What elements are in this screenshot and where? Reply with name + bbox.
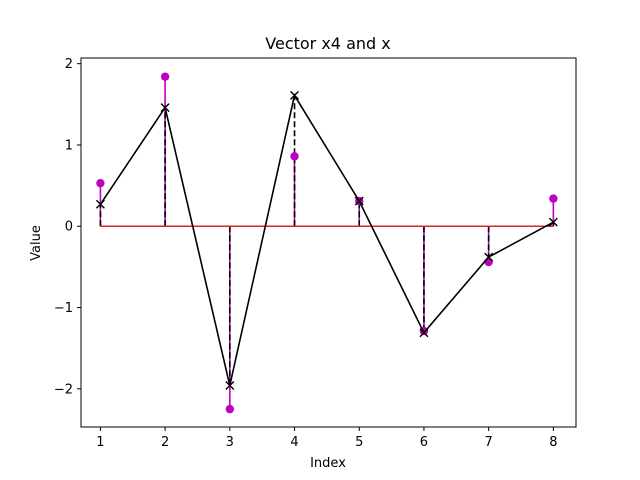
x-tick-label: 7 xyxy=(485,435,493,450)
y-tick-label: 2 xyxy=(65,57,73,72)
x-tick-label: 5 xyxy=(355,435,363,450)
marker-x xyxy=(225,404,235,414)
marker-x4 xyxy=(354,196,364,206)
axes-frame xyxy=(80,57,577,428)
x-tick-label: 4 xyxy=(290,435,298,450)
x-tick-label: 8 xyxy=(549,435,557,450)
marker-x4 xyxy=(484,252,494,262)
x-tick-label: 2 xyxy=(161,435,169,450)
marker-x xyxy=(96,178,105,188)
axis-ticks: 1 2 3 4 5 6 7 8 −2 −1 0 1 2 xyxy=(54,57,558,450)
x-tick-label: 1 xyxy=(96,435,104,450)
plot-area xyxy=(95,72,558,414)
marker-x4 xyxy=(290,90,300,100)
y-tick-label: 0 xyxy=(65,220,73,235)
marker-x4 xyxy=(95,199,105,209)
chart-title: Vector x4 and x xyxy=(265,34,390,53)
x-tick-label: 6 xyxy=(420,435,428,450)
marker-x xyxy=(160,72,170,81)
y-tick-label: −2 xyxy=(54,382,73,397)
x-tick-label: 3 xyxy=(226,435,234,450)
y-tick-label: −1 xyxy=(54,301,73,316)
marker-x4 xyxy=(225,381,235,391)
y-tick-label: 1 xyxy=(65,138,73,153)
x-axis-title: Index xyxy=(310,456,346,471)
marker-x xyxy=(484,257,493,267)
marker-x4 xyxy=(160,103,170,113)
marker-x4 xyxy=(419,328,429,338)
marker-x xyxy=(549,194,558,203)
marker-x xyxy=(290,152,299,161)
marker-x4 xyxy=(548,217,558,227)
series-line-x4 xyxy=(99,93,554,386)
y-axis-title: Value xyxy=(29,225,44,261)
